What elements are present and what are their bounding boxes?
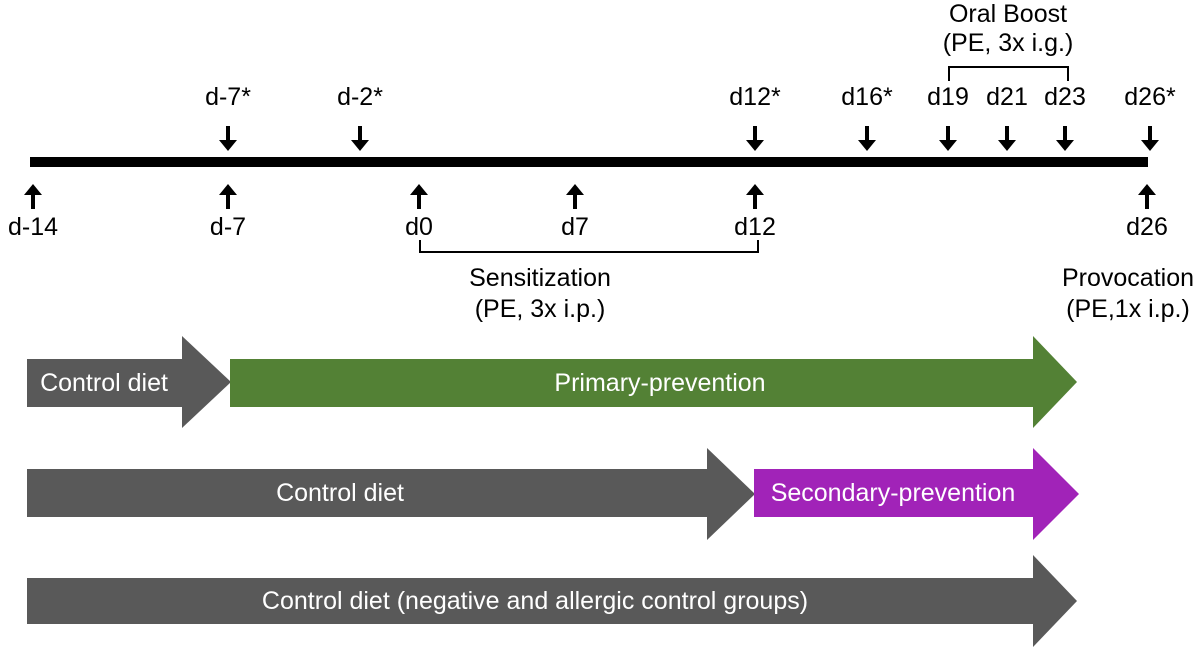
bar-label: Control diet (negative and allergic cont… [261,587,809,615]
arrow-stem [865,126,869,140]
arrow-head [939,140,957,151]
arrow-stem [31,195,35,209]
provocation-title: Provocation [1061,264,1195,292]
arrow-head [998,140,1016,151]
sensitization-subtitle: (PE, 3x i.p.) [474,295,606,323]
arrow-head [351,140,369,151]
arrow-stem [753,195,757,209]
bar-label: Primary-prevention [554,369,766,397]
arrow-stem [226,195,230,209]
up-arrow-icon [219,184,237,209]
down-arrow-icon [998,126,1016,151]
primary-prevention-group-arrow-head [1033,336,1077,428]
primary-prevention-group-arrow-head [182,336,231,428]
oral-boost-subtitle: (PE, 3x i.g.) [942,29,1074,57]
arrow-stem [573,195,577,209]
arrow-stem [358,126,362,140]
oral-boost-title: Oral Boost [948,0,1068,28]
arrow-head [1141,140,1159,151]
arrow-head [746,140,764,151]
bar-label: Secondary-prevention [770,479,1016,507]
sensitization-title: Sensitization [469,264,611,292]
sensitization-bracket [419,240,759,253]
arrow-stem [226,126,230,140]
secondary-prevention-group-arrow-head [1033,448,1079,540]
arrow-head [410,184,428,195]
secondary-prevention-group-arrow-body [754,469,1033,517]
timeline-marker-label: d12 [734,213,776,241]
timeline-marker-label: d0 [405,213,433,241]
arrow-stem [753,126,757,140]
arrow-head [24,184,42,195]
down-arrow-icon [1141,126,1159,151]
oral-boost-bracket [948,66,1069,81]
timeline-marker-label: d16* [841,83,893,111]
timeline-marker-label: d23 [1044,83,1086,111]
timeline-marker-label: d-2* [337,83,383,111]
down-arrow-icon [219,126,237,151]
down-arrow-icon [858,126,876,151]
control-group-arrow-head [1033,555,1077,647]
timeline-marker-label: d-7 [209,213,247,241]
bar-label: Control diet [40,369,168,397]
timeline-marker-label: d-7* [205,83,251,111]
timeline-marker-label: d-14 [7,213,59,241]
timeline-marker-label: d21 [986,83,1028,111]
timeline-marker-label: d19 [927,83,969,111]
primary-prevention-group-arrow-body [230,359,1033,407]
arrow-head [566,184,584,195]
secondary-prevention-group-arrow-head [707,448,755,540]
arrow-stem [417,195,421,209]
arrow-head [746,184,764,195]
arrow-stem [1148,126,1152,140]
timeline-axis [30,157,1148,167]
arrow-stem [1005,126,1009,140]
up-arrow-icon [566,184,584,209]
down-arrow-icon [746,126,764,151]
secondary-prevention-group-arrow-body [27,469,707,517]
down-arrow-icon [1056,126,1074,151]
arrow-head [219,184,237,195]
up-arrow-icon [1138,184,1156,209]
arrow-head [1056,140,1074,151]
up-arrow-icon [746,184,764,209]
arrow-stem [1145,195,1149,209]
bar-label: Control diet [276,479,404,507]
timeline-marker-label: d7 [561,213,589,241]
primary-prevention-group-arrow-body [27,359,182,407]
up-arrow-icon [24,184,42,209]
down-arrow-icon [351,126,369,151]
arrow-stem [946,126,950,140]
arrow-head [858,140,876,151]
arrow-head [1138,184,1156,195]
arrow-head [219,140,237,151]
timeline-marker-label: d12* [729,83,781,111]
up-arrow-icon [410,184,428,209]
provocation-subtitle: (PE,1x i.p.) [1066,295,1190,323]
timeline-marker-label: d26* [1124,83,1176,111]
control-group-arrow-body [27,578,1033,624]
arrow-stem [1063,126,1067,140]
timeline-marker-label: d26 [1126,213,1168,241]
down-arrow-icon [939,126,957,151]
